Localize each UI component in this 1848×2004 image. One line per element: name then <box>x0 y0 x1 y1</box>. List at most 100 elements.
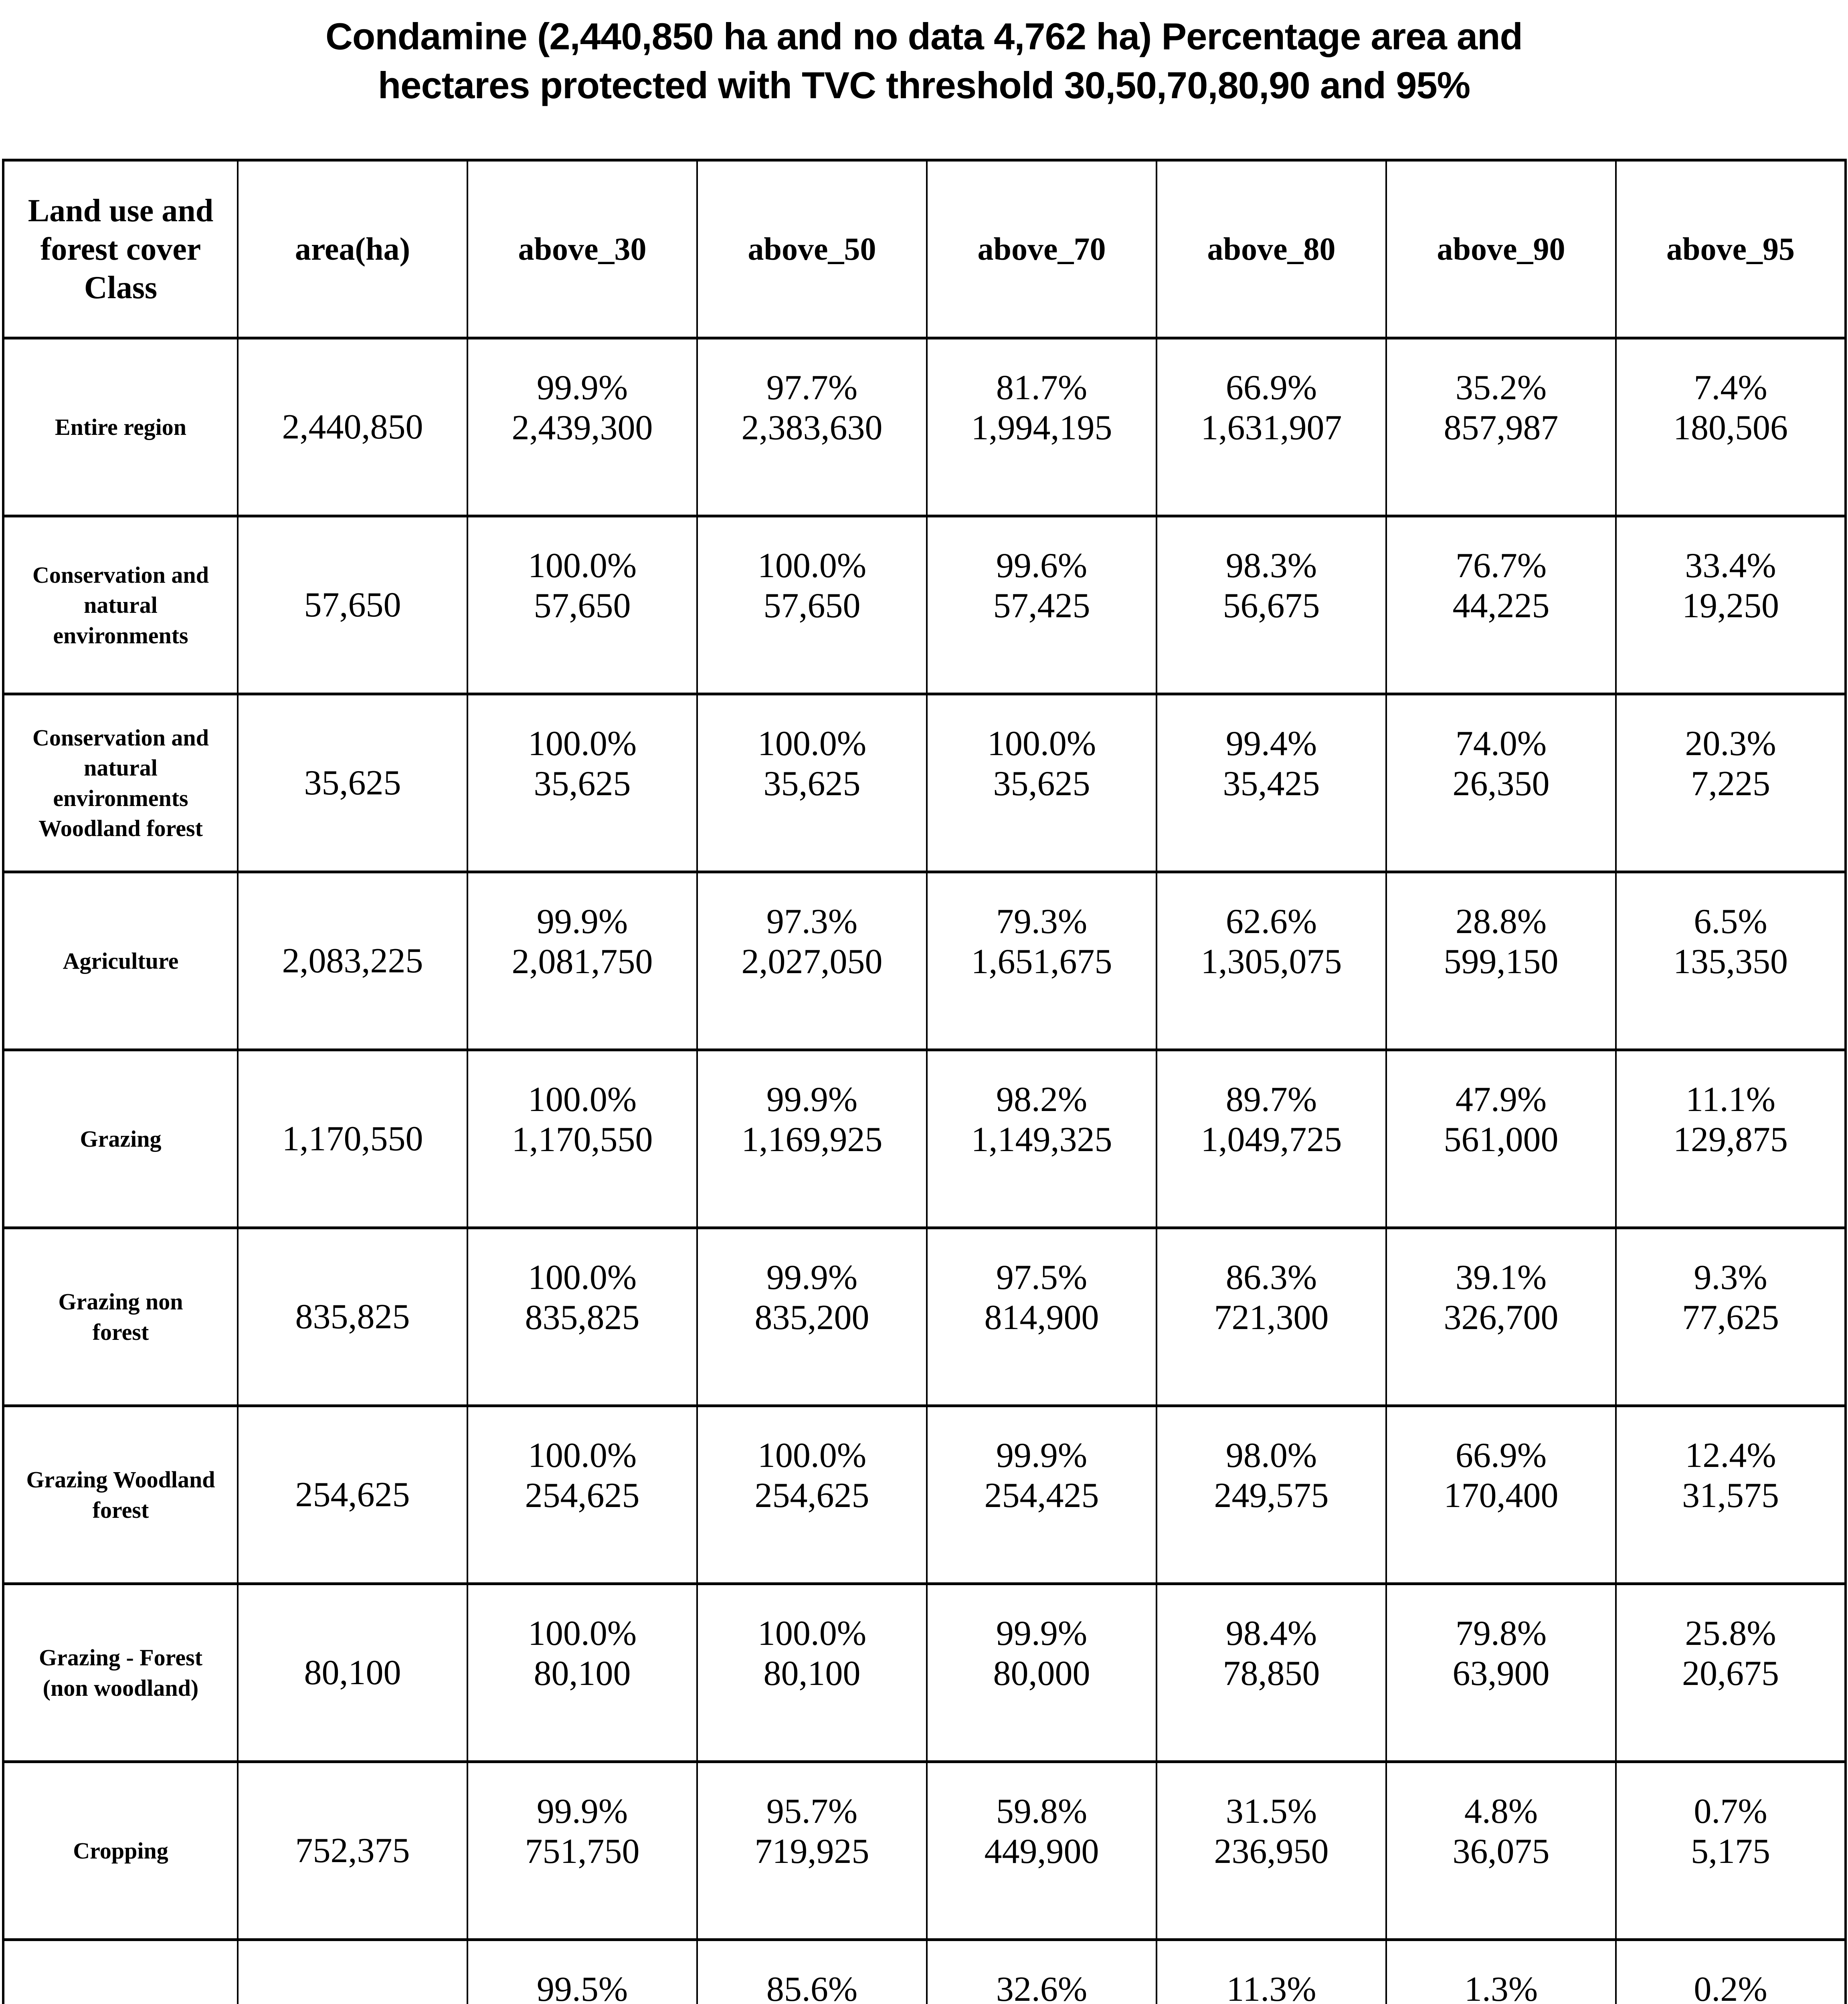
cell-above_80: 31.5% 236,950 <box>1156 1760 1387 1941</box>
cell-above_70: 100.0% 35,625 <box>926 693 1157 874</box>
cell-above_80: 98.4% 78,850 <box>1156 1582 1387 1764</box>
cell-above_90: 4.8% 36,075 <box>1385 1760 1617 1941</box>
cell-above_80: 11.3% 18,150 <box>1156 1938 1387 2004</box>
cell-above_30: 100.0% 35,625 <box>467 693 698 874</box>
cell-above_95: 7.4% 180,506 <box>1615 337 1846 518</box>
cell-above_90: 66.9% 170,400 <box>1385 1404 1617 1586</box>
table-header-row: Land use and forest cover Class area(ha)… <box>2 159 1846 340</box>
cell-above_90: 1.3% 2,025 <box>1385 1938 1617 2004</box>
col-header-above-90: above_90 <box>1385 159 1617 340</box>
cell-above_30: 100.0% 57,650 <box>467 515 698 696</box>
cell-above_90: 47.9% 561,000 <box>1385 1048 1617 1230</box>
row-class-label: Conservation and natural environments Wo… <box>2 693 239 874</box>
page-title: Condamine (2,440,850 ha and no data 4,76… <box>16 12 1832 110</box>
cell-above_95: 0.7% 5,175 <box>1615 1760 1846 1941</box>
col-header-above-70: above_70 <box>926 159 1157 340</box>
cell-above_90: 39.1% 326,700 <box>1385 1226 1617 1408</box>
cell-above_80: 99.4% 35,425 <box>1156 693 1387 874</box>
cell-above_90: 28.8% 599,150 <box>1385 871 1617 1052</box>
cell-above_70: 81.7% 1,994,195 <box>926 337 1157 518</box>
cell-above_50: 99.9% 1,169,925 <box>696 1048 928 1230</box>
cell-above_70: 99.9% 80,000 <box>926 1582 1157 1764</box>
cell-above_50: 100.0% 57,650 <box>696 515 928 696</box>
table-row: Grazing Woodland forest 254,625 100.0% 254… <box>2 1404 1846 1586</box>
table-row: Cropping 752,375 99.9% 751,750 95.7% 719,92… <box>2 1760 1846 1941</box>
table-row: Conservation and natural environments 57,… <box>2 515 1846 696</box>
cell-area: 254,625 <box>237 1404 468 1586</box>
page-title-line2: hectares protected with TVC threshold 30… <box>378 64 1470 107</box>
cell-area: 2,440,850 <box>237 337 468 518</box>
table-body: Entire region 2,440,850 99.9% 2,439,300 97.… <box>2 337 1846 2004</box>
cell-above_50: 97.3% 2,027,050 <box>696 871 928 1052</box>
cell-above_95: 6.5% 135,350 <box>1615 871 1846 1052</box>
col-header-above-80: above_80 <box>1156 159 1387 340</box>
cell-above_80: 98.0% 249,575 <box>1156 1404 1387 1586</box>
row-class-label: Entire region <box>2 337 239 518</box>
table-row: Grazing 1,170,550 100.0% 1,170,550 99.9% 1,… <box>2 1048 1846 1230</box>
cell-above_90: 74.0% 26,350 <box>1385 693 1617 874</box>
cell-above_50: 100.0% 254,625 <box>696 1404 928 1586</box>
cell-above_95: 11.1% 129,875 <box>1615 1048 1846 1230</box>
row-class-label: Grazing non forest <box>2 1226 239 1408</box>
cell-above_50: 85.6% 136,925 <box>696 1938 928 2004</box>
cell-above_70: 97.5% 814,900 <box>926 1226 1157 1408</box>
cell-above_30: 99.5% 159,175 <box>467 1938 698 2004</box>
row-class-label: Cropping <box>2 1760 239 1941</box>
cell-above_95: 20.3% 7,225 <box>1615 693 1846 874</box>
cell-area: 2,083,225 <box>237 871 468 1052</box>
cell-above_80: 86.3% 721,300 <box>1156 1226 1387 1408</box>
cell-above_70: 32.6% 52,200 <box>926 1938 1157 2004</box>
cell-above_70: 98.2% 1,149,325 <box>926 1048 1157 1230</box>
col-header-area: area(ha) <box>237 159 468 340</box>
row-class-label: Grazing Woodland forest <box>2 1404 239 1586</box>
tvc-protection-table: Land use and forest cover Class area(ha)… <box>2 159 1847 2004</box>
col-header-above-30: above_30 <box>467 159 698 340</box>
cell-above_30: 100.0% 254,625 <box>467 1404 698 1586</box>
cell-above_80: 66.9% 1,631,907 <box>1156 337 1387 518</box>
cell-above_30: 99.9% 2,439,300 <box>467 337 698 518</box>
cell-above_80: 98.3% 56,675 <box>1156 515 1387 696</box>
cell-above_70: 79.3% 1,651,675 <box>926 871 1157 1052</box>
page-title-line1: Condamine (2,440,850 ha and no data 4,76… <box>326 15 1523 57</box>
cell-above_70: 99.6% 57,425 <box>926 515 1157 696</box>
cell-above_70: 99.9% 254,425 <box>926 1404 1157 1586</box>
cell-above_50: 100.0% 80,100 <box>696 1582 928 1764</box>
cell-above_90: 35.2% 857,987 <box>1385 337 1617 518</box>
cell-above_95: 25.8% 20,675 <box>1615 1582 1846 1764</box>
row-class-label: Agriculture <box>2 871 239 1052</box>
cell-above_80: 89.7% 1,049,725 <box>1156 1048 1387 1230</box>
cell-above_50: 95.7% 719,925 <box>696 1760 928 1941</box>
cell-above_90: 76.7% 44,225 <box>1385 515 1617 696</box>
cell-above_95: 9.3% 77,625 <box>1615 1226 1846 1408</box>
cell-area: 835,825 <box>237 1226 468 1408</box>
table-header: Land use and forest cover Class area(ha)… <box>2 159 1846 340</box>
cell-above_50: 97.7% 2,383,630 <box>696 337 928 518</box>
cell-above_95: 33.4% 19,250 <box>1615 515 1846 696</box>
col-header-class: Land use and forest cover Class <box>2 159 239 340</box>
row-class-label: Irrigation <box>2 1938 239 2004</box>
cell-above_95: 12.4% 31,575 <box>1615 1404 1846 1586</box>
table-row: Conservation and natural environments Wo… <box>2 693 1846 874</box>
cell-above_95: 0.2% 300 <box>1615 1938 1846 2004</box>
col-header-above-95: above_95 <box>1615 159 1846 340</box>
cell-area: 752,375 <box>237 1760 468 1941</box>
cell-above_90: 79.8% 63,900 <box>1385 1582 1617 1764</box>
cell-above_80: 62.6% 1,305,075 <box>1156 871 1387 1052</box>
row-class-label: Grazing - Forest (non woodland) <box>2 1582 239 1764</box>
cell-above_50: 99.9% 835,200 <box>696 1226 928 1408</box>
table-row: Grazing non forest 835,825 100.0% 835,825 9… <box>2 1226 1846 1408</box>
table-row: Entire region 2,440,850 99.9% 2,439,300 97.… <box>2 337 1846 518</box>
cell-above_70: 59.8% 449,900 <box>926 1760 1157 1941</box>
cell-area: 80,100 <box>237 1582 468 1764</box>
cell-area: 35,625 <box>237 693 468 874</box>
table-row: Irrigation160,02599.5% 159,17585.6% 136,… <box>2 1938 1846 2004</box>
row-class-label: Conservation and natural environments <box>2 515 239 696</box>
cell-above_30: 100.0% 1,170,550 <box>467 1048 698 1230</box>
row-class-label: Grazing <box>2 1048 239 1230</box>
table-row: Grazing - Forest (non woodland) 80,100 100… <box>2 1582 1846 1764</box>
cell-above_50: 100.0% 35,625 <box>696 693 928 874</box>
cell-above_30: 100.0% 80,100 <box>467 1582 698 1764</box>
cell-area: 1,170,550 <box>237 1048 468 1230</box>
cell-area: 160,025 <box>237 1938 468 2004</box>
cell-above_30: 99.9% 2,081,750 <box>467 871 698 1052</box>
